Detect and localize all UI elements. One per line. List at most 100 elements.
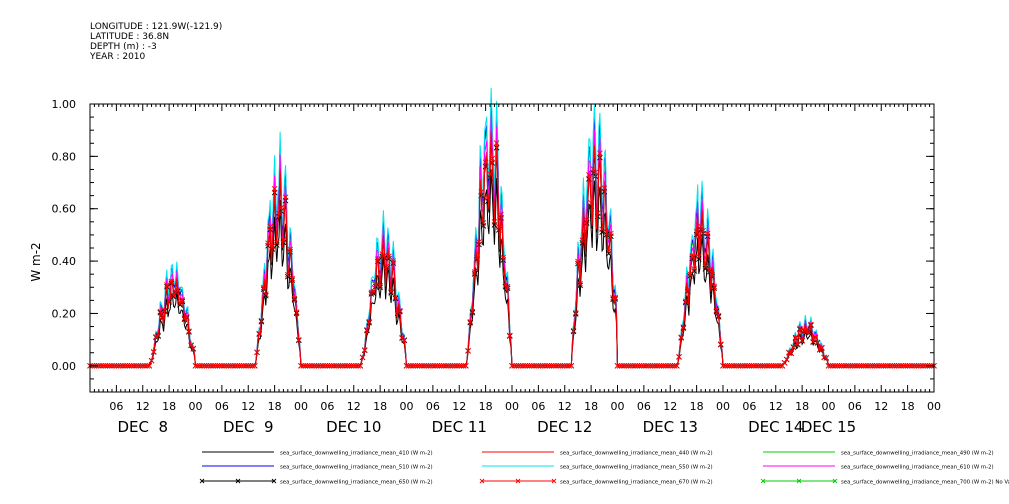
series-marker-7 xyxy=(524,362,531,369)
series-marker-7 xyxy=(748,362,755,369)
legend-marker xyxy=(760,478,766,484)
series-marker-7 xyxy=(753,362,759,369)
series-marker-7 xyxy=(544,362,550,369)
series-marker-7 xyxy=(175,286,181,293)
series-marker-7 xyxy=(179,297,186,303)
series-marker-7 xyxy=(355,362,361,369)
year-text: YEAR : 2010 xyxy=(90,52,146,62)
series-marker-7 xyxy=(590,166,597,172)
series-marker-7 xyxy=(768,362,775,369)
series-marker-7 xyxy=(682,298,689,305)
series-marker-7 xyxy=(546,362,553,369)
plot-frame xyxy=(89,103,935,393)
series-marker-7 xyxy=(691,266,698,272)
series-marker-7 xyxy=(649,362,656,369)
series-marker-7 xyxy=(106,362,113,369)
series-marker-7 xyxy=(660,362,667,369)
x-hour-label: 06 xyxy=(531,400,545,413)
y-tick-label: 0.80 xyxy=(52,150,77,163)
series-marker-7 xyxy=(454,362,460,369)
series-marker-7 xyxy=(364,327,370,333)
legend-label: sea_surface_downwelling_irradiance_mean_… xyxy=(560,480,713,486)
legend-label: sea_surface_downwelling_irradiance_mean_… xyxy=(841,451,994,457)
series-marker-7 xyxy=(146,362,153,369)
series-marker-7 xyxy=(594,210,601,217)
series-marker-7 xyxy=(819,344,825,351)
series-marker-7 xyxy=(720,362,726,369)
series-marker-7 xyxy=(577,280,583,287)
latitude-text: LATITUDE : 36.8N xyxy=(90,32,170,42)
series-marker-7 xyxy=(830,362,836,369)
series-marker-7 xyxy=(357,362,364,369)
series-marker-7 xyxy=(469,308,476,315)
series-marker-7 xyxy=(764,362,770,369)
series-marker-7 xyxy=(654,362,660,369)
series-marker-7 xyxy=(658,362,665,369)
series-marker-7 xyxy=(623,362,630,369)
series-marker-7 xyxy=(104,362,111,369)
series-marker-7 xyxy=(641,362,647,369)
series-marker-6 xyxy=(577,282,583,289)
series-marker-7 xyxy=(799,337,805,344)
series-marker-7 xyxy=(614,362,621,369)
series-marker-7 xyxy=(838,362,845,369)
series-marker-7 xyxy=(256,330,263,337)
series-marker-7 xyxy=(731,362,737,369)
series-marker-7 xyxy=(702,263,709,270)
series-marker-7 xyxy=(133,362,139,369)
x-hour-label: 06 xyxy=(848,400,862,413)
series-marker-7 xyxy=(144,362,150,369)
series-marker-7 xyxy=(570,327,577,334)
series-marker-7 xyxy=(474,254,480,261)
series-marker-7 xyxy=(871,362,878,369)
legend-marker xyxy=(832,478,838,484)
series-marker-7 xyxy=(825,362,832,369)
series-marker-7 xyxy=(122,362,128,369)
series-marker-7 xyxy=(902,362,909,369)
series-marker-7 xyxy=(276,210,282,217)
x-hour-label: 18 xyxy=(795,400,809,413)
series-marker-7 xyxy=(722,362,729,369)
x-hour-label: 00 xyxy=(611,400,625,413)
series-marker-7 xyxy=(896,362,902,369)
series-marker-7 xyxy=(346,362,353,369)
series-marker-7 xyxy=(236,362,243,369)
series-marker-7 xyxy=(619,362,625,369)
x-hour-label: 12 xyxy=(241,400,255,413)
series-marker-7 xyxy=(667,362,674,369)
series-marker-7 xyxy=(252,362,258,369)
series-marker-7 xyxy=(528,362,535,369)
series-marker-6 xyxy=(284,273,291,280)
series-marker-7 xyxy=(260,284,267,291)
y-tick-label: 0.00 xyxy=(52,360,77,373)
series-marker-7 xyxy=(517,362,524,369)
series-marker-7 xyxy=(579,237,586,244)
series-marker-7 xyxy=(696,253,702,260)
legend-label: sea_surface_downwelling_irradiance_mean_… xyxy=(560,451,713,457)
series-marker-7 xyxy=(491,219,498,225)
series-marker-7 xyxy=(386,253,392,260)
series-marker-7 xyxy=(898,362,904,369)
series-marker-7 xyxy=(291,295,298,302)
x-hour-label: 18 xyxy=(584,400,598,413)
series-marker-7 xyxy=(155,332,161,339)
series-marker-7 xyxy=(520,362,526,369)
series-marker-7 xyxy=(537,362,544,369)
series-marker-7 xyxy=(854,362,860,369)
axis-layer: 0.00 0.20 0.40 0.60 0.80 1.00 06 12 18 00 06 12 18 00… xyxy=(52,98,942,436)
series-marker-7 xyxy=(372,281,379,288)
series-marker-7 xyxy=(845,362,852,369)
series-marker-7 xyxy=(709,271,715,278)
series-marker-7 xyxy=(419,362,425,369)
series-marker-7 xyxy=(559,362,566,369)
series-marker-7 xyxy=(674,362,680,369)
series-marker-7 xyxy=(408,362,414,369)
series-marker-7 xyxy=(150,348,157,355)
series-marker-7 xyxy=(199,362,205,369)
series-marker-7 xyxy=(878,362,885,369)
series-marker-7 xyxy=(663,362,669,369)
series-marker-7 xyxy=(665,362,671,369)
series-marker-7 xyxy=(572,309,579,316)
series-marker-7 xyxy=(893,362,900,369)
series-marker-7 xyxy=(359,354,366,361)
